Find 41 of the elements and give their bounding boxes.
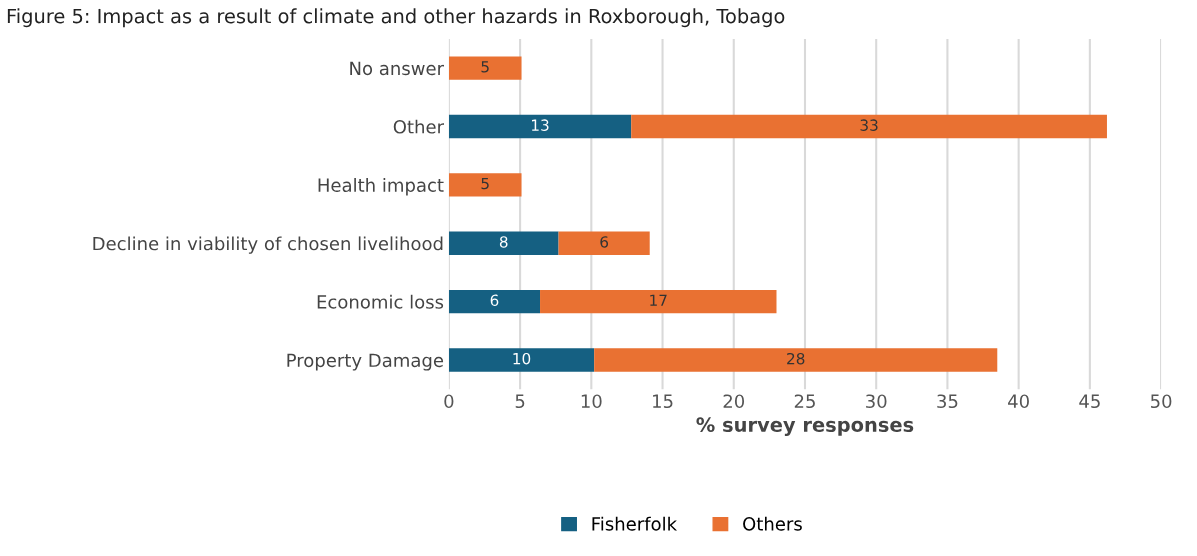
data-label: 8 bbox=[499, 236, 508, 248]
x-tick-label: 15 bbox=[653, 394, 673, 409]
y-tick-label: Other bbox=[393, 119, 445, 134]
x-tick-label: 10 bbox=[581, 394, 602, 409]
bar bbox=[448, 231, 559, 255]
x-tick-label: 50 bbox=[1151, 394, 1172, 409]
bar bbox=[448, 348, 595, 372]
data-label: 5 bbox=[481, 177, 489, 190]
data-label: 5 bbox=[481, 61, 489, 73]
data-label: 6 bbox=[490, 294, 499, 307]
x-axis-title: % survey responses bbox=[696, 417, 914, 436]
x-tick-label: 35 bbox=[937, 394, 958, 409]
y-tick-label: Property Damage bbox=[287, 353, 444, 371]
bar bbox=[558, 231, 650, 255]
legend-label: Fisherfolk bbox=[592, 516, 678, 531]
data-label: 28 bbox=[787, 352, 805, 365]
x-tick-label: 40 bbox=[1008, 394, 1029, 409]
bar bbox=[448, 289, 541, 314]
x-tick-label: 30 bbox=[866, 394, 887, 409]
legend-label: Others bbox=[743, 516, 802, 531]
x-tick-label: 25 bbox=[794, 394, 815, 409]
x-tick-label: 45 bbox=[1079, 394, 1100, 409]
data-label: 10 bbox=[513, 352, 531, 365]
bar bbox=[448, 114, 632, 139]
y-tick-label: Health impact bbox=[318, 178, 444, 196]
y-tick-label: No answer bbox=[350, 61, 445, 76]
data-label: 6 bbox=[600, 236, 609, 248]
bar bbox=[540, 289, 777, 314]
data-label: 17 bbox=[650, 294, 667, 306]
data-label: 33 bbox=[860, 119, 878, 131]
x-tick-label: 20 bbox=[723, 394, 745, 409]
x-tick-label: 0 bbox=[444, 394, 454, 409]
y-tick-label: Economic loss bbox=[317, 294, 444, 309]
bar bbox=[594, 348, 998, 372]
bar bbox=[448, 56, 522, 80]
x-tick-label: 5 bbox=[515, 394, 525, 409]
y-tick-label: Decline in viability of chosen livelihood bbox=[93, 236, 443, 254]
data-label: 13 bbox=[532, 119, 549, 131]
chart-title: Figure 5: Impact as a result of climate and other hazards in Roxborough, Tobago bbox=[7, 8, 785, 28]
bar bbox=[448, 173, 522, 197]
bar bbox=[631, 114, 1107, 139]
